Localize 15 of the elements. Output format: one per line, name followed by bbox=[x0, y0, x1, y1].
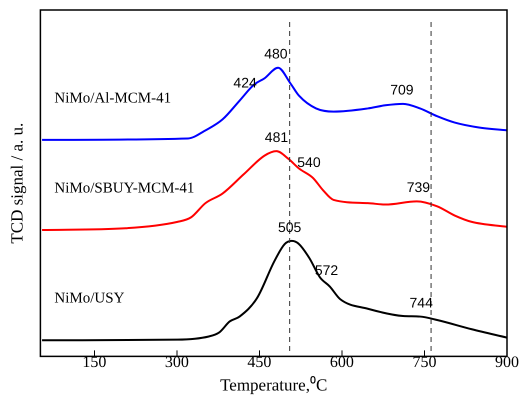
x-axis-title: Temperature,⁰C bbox=[220, 375, 328, 394]
text: NiMo/Al-MCM-41 bbox=[54, 90, 172, 106]
x-tick-label: 900 bbox=[495, 354, 519, 372]
annotation: 540 bbox=[297, 154, 321, 170]
series-label: NiMo/SBUY-MCM-41 bbox=[54, 180, 194, 196]
annotation: 739 bbox=[406, 179, 430, 196]
annotation: 480 bbox=[264, 46, 288, 62]
annotation: 505 bbox=[278, 218, 302, 235]
y-axis-title: TCD signal / a. u. bbox=[8, 122, 27, 244]
annotation: 481 bbox=[264, 129, 288, 146]
annotation: 424 bbox=[233, 74, 257, 90]
text: NiMo/USY bbox=[54, 290, 125, 307]
annotation: 709 bbox=[390, 82, 414, 98]
annotation: 572 bbox=[314, 262, 338, 278]
annotation: 744 bbox=[409, 294, 434, 310]
